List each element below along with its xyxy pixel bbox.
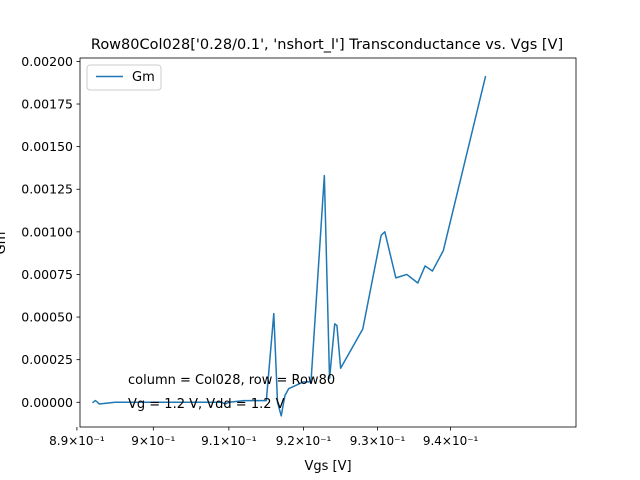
legend: Gm: [86, 64, 162, 91]
legend-box: [86, 64, 162, 91]
chart-title: Row80Col028['0.28/0.1', 'nshort_l'] Tran…: [91, 37, 563, 53]
y-tick-label: 0.00150: [21, 139, 73, 154]
x-tick-label: 8.9×10⁻¹: [49, 434, 105, 448]
y-tick-label: 0.00050: [21, 310, 73, 325]
y-tick-label: 0.00075: [21, 267, 73, 282]
y-tick-label: 0.00000: [21, 395, 73, 410]
x-tick-label: 9×10⁻¹: [131, 434, 175, 448]
plot-area: [91, 75, 487, 417]
x-tick-label: 9.2×10⁻¹: [276, 434, 332, 448]
annotation-location: column = Col028, row = Row80: [128, 373, 335, 388]
plot-frame: [79, 57, 577, 428]
y-axis-label: Gm: [0, 232, 9, 255]
y-tick-label: 0.00200: [21, 54, 73, 69]
legend-label: Gm: [132, 70, 155, 85]
series-line-gm: [91, 75, 487, 417]
y-tick-label: 0.00025: [21, 352, 73, 367]
x-tick-label: 9.3×10⁻¹: [350, 434, 406, 448]
x-axis: 8.9×10⁻¹ 9×10⁻¹ 9.1×10⁻¹ 9.2×10⁻¹ 9.3×10⁻¹ 9.…: [49, 427, 479, 448]
y-tick-label: 0.00175: [21, 97, 73, 112]
x-tick-label: 9.1×10⁻¹: [201, 434, 257, 448]
x-tick-label: 9.4×10⁻¹: [423, 434, 479, 448]
x-axis-label: Vgs [V]: [304, 459, 351, 474]
y-axis: 0.00000 0.00025 0.00050 0.00075 0.00100 0.001…: [21, 54, 80, 410]
annotation-voltages: Vg = 1.2 V, Vdd = 1.2 V: [128, 397, 285, 412]
y-tick-label: 0.00125: [21, 182, 73, 197]
y-tick-label: 0.00100: [21, 224, 73, 239]
